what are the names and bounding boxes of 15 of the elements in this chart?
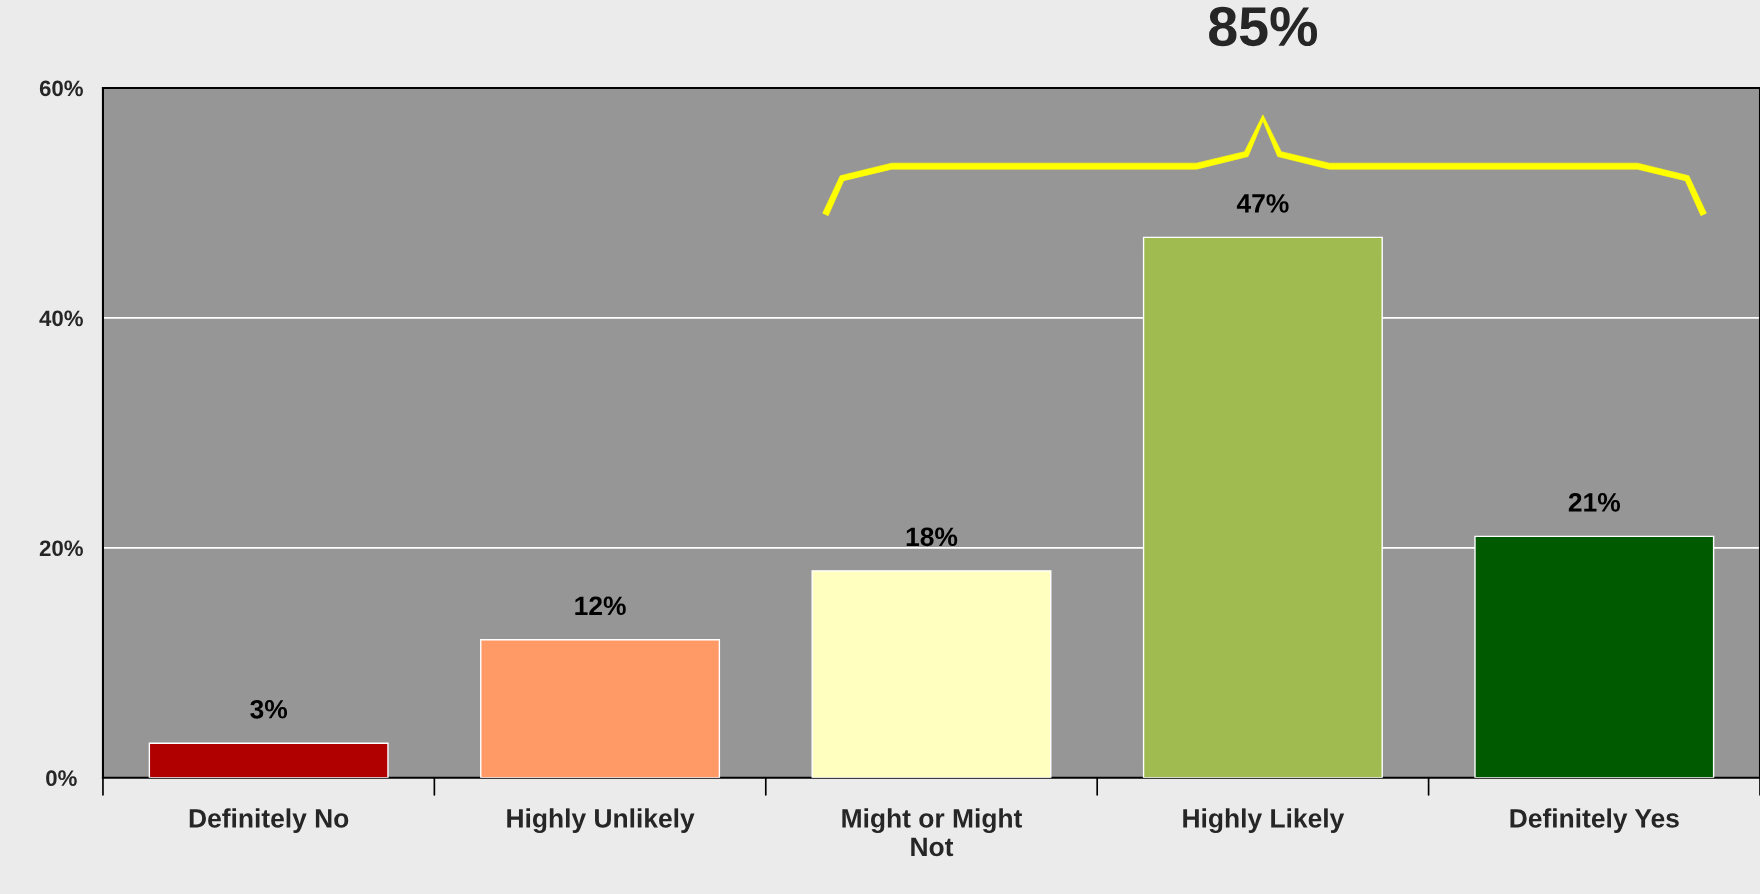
data-label: 21%	[1568, 493, 1621, 512]
x-tick-label: Highly Unlikely	[507, 808, 695, 834]
x-tick-label: Might or Might Not	[842, 808, 1023, 857]
data-label: 47%	[1236, 194, 1289, 213]
x-tick-label: Definitely Yes	[1510, 808, 1679, 833]
x-tick-label: Highly Likely	[1183, 808, 1345, 834]
y-tick-label: 60%	[39, 80, 83, 97]
data-label: 3%	[250, 699, 288, 719]
x-tick-label: Definitely No	[189, 808, 349, 833]
y-tick-label: 40%	[39, 310, 83, 327]
y-tick-label: 20%	[39, 540, 83, 557]
y-tick-label: 0%	[46, 770, 77, 787]
data-label: 12%	[575, 596, 626, 616]
text: 85%	[1209, 6, 1318, 47]
data-label: 18%	[906, 527, 958, 547]
